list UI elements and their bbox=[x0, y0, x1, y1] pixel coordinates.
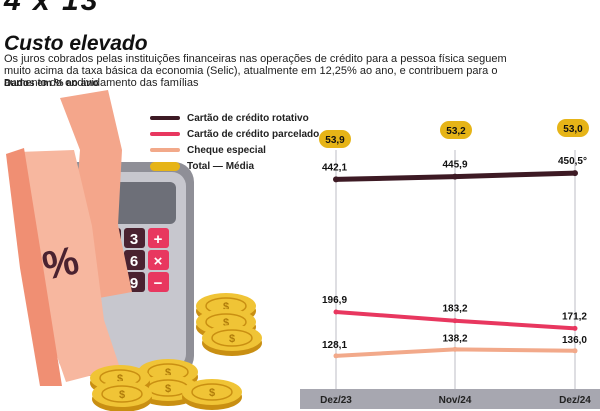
data-point bbox=[452, 318, 458, 324]
svg-text:$: $ bbox=[229, 333, 235, 345]
legend-swatch-parcelado bbox=[150, 132, 180, 136]
svg-text:×: × bbox=[154, 253, 163, 270]
calculator-key: 6 bbox=[124, 250, 145, 270]
svg-text:9: 9 bbox=[130, 275, 138, 292]
legend-item-parcelado: Cartão de crédito parcelado bbox=[150, 127, 319, 141]
chart-subtitle: Os juros cobrados pelas instituições fin… bbox=[4, 53, 507, 89]
legend-label-cheque: Cheque especial bbox=[187, 144, 266, 156]
calculator-key: × bbox=[148, 250, 169, 270]
svg-text:−: − bbox=[154, 275, 163, 292]
svg-text:$: $ bbox=[165, 383, 171, 395]
svg-text:3: 3 bbox=[130, 231, 138, 248]
data-point bbox=[572, 170, 578, 177]
legend-swatch-rotativo bbox=[150, 116, 180, 120]
chart-title: Custo elevado bbox=[4, 32, 148, 55]
legend-item-cheque: Cheque especial bbox=[150, 143, 319, 157]
coins-icon: $$$$$$$ $ bbox=[90, 293, 262, 411]
coin-icon: $ bbox=[202, 325, 262, 356]
coin-icon: $ bbox=[182, 379, 242, 410]
legend-label-parcelado: Cartão de crédito parcelado bbox=[187, 128, 320, 140]
data-label: 136,0 bbox=[562, 335, 587, 346]
data-label: 138,2 bbox=[442, 333, 467, 344]
headline-fragment: 4 x 13 bbox=[4, 0, 100, 17]
legend-label-rotativo: Cartão de crédito rotativo bbox=[187, 112, 309, 124]
data-point bbox=[452, 346, 458, 352]
svg-text:$: $ bbox=[165, 367, 171, 379]
data-label: 450,5° bbox=[558, 156, 587, 167]
data-label: 171,2 bbox=[562, 311, 587, 322]
data-label: 128,1 bbox=[322, 340, 347, 351]
legend-item-rotativo: Cartão de crédito rotativo bbox=[150, 111, 319, 125]
svg-text:$: $ bbox=[119, 389, 125, 401]
total-media-label: 53,2 bbox=[446, 126, 466, 137]
unit-note: Dados em % ao ano bbox=[4, 78, 99, 89]
svg-text:$: $ bbox=[209, 387, 215, 399]
svg-text:$: $ bbox=[117, 373, 123, 385]
total-media-label: 53,9 bbox=[325, 135, 345, 146]
legend-item-total: Total — Média bbox=[150, 159, 319, 173]
svg-text:$: $ bbox=[223, 317, 229, 329]
data-point bbox=[572, 348, 578, 354]
data-label: 196,9 bbox=[322, 295, 347, 306]
data-label: 445,9 bbox=[442, 160, 467, 171]
x-tick-label: Nov/24 bbox=[439, 395, 472, 406]
total-media-badge: 53,9 bbox=[319, 130, 351, 148]
x-axis-band bbox=[300, 389, 600, 409]
legend-swatch-cheque bbox=[150, 148, 180, 152]
svg-text:6: 6 bbox=[130, 253, 138, 270]
calculator-key: − bbox=[148, 272, 169, 292]
data-point bbox=[452, 173, 458, 180]
calculator-key: 3 bbox=[124, 228, 145, 248]
svg-text:$: $ bbox=[223, 301, 229, 313]
data-point bbox=[333, 353, 339, 359]
total-media-badge: 53,2 bbox=[440, 121, 472, 139]
x-tick-label: Dez/24 bbox=[559, 395, 591, 406]
x-tick-label: Dez/23 bbox=[320, 395, 352, 406]
calculator-key: + bbox=[148, 228, 169, 248]
total-media-badge: 53,0 bbox=[557, 119, 589, 137]
chart-legend: Cartão de crédito rotativo Cartão de cré… bbox=[150, 111, 319, 175]
total-media-label: 53,0 bbox=[563, 124, 583, 135]
coin-icon: $ bbox=[92, 381, 152, 411]
data-point bbox=[572, 325, 578, 331]
data-point bbox=[333, 176, 339, 183]
legend-label-total: Total — Média bbox=[187, 160, 255, 172]
receipt-icon: % bbox=[6, 90, 132, 386]
data-point bbox=[333, 309, 339, 315]
data-label: 442,1 bbox=[322, 162, 347, 173]
data-label: 183,2 bbox=[442, 304, 467, 315]
svg-text:+: + bbox=[154, 231, 163, 248]
legend-swatch-total bbox=[150, 161, 180, 171]
